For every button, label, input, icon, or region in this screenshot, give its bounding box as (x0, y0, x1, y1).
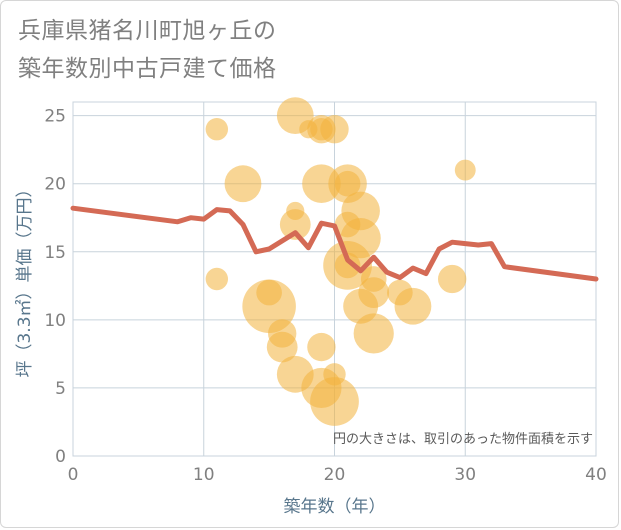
bubble-4 (256, 279, 282, 306)
bubble-15 (307, 332, 336, 362)
y-axis-label: 坪（3.3㎡）単価（万円） (15, 180, 35, 377)
bubble-34 (454, 159, 476, 181)
bubble-19 (310, 377, 359, 426)
x-tick-30: 30 (454, 465, 476, 485)
bubble-21 (334, 170, 361, 197)
bubble-6 (266, 331, 298, 363)
bubble-2 (224, 165, 262, 203)
x-tick-20: 20 (324, 465, 346, 485)
bubble-26 (340, 218, 381, 259)
chart-title-line-2: 築年数別中古戸建て価格 (18, 56, 277, 82)
trend-line (70, 205, 599, 282)
chart-title-line-1: 兵庫県猪名川町旭ヶ丘の (18, 18, 277, 44)
y-tick-10: 10 (44, 311, 66, 331)
bubble-9 (279, 209, 311, 240)
bubble-24 (334, 252, 361, 279)
y-tick-25: 25 (44, 107, 66, 127)
y-tick-20: 20 (44, 175, 66, 195)
bubble-0 (205, 118, 229, 141)
bubble-series (205, 97, 476, 426)
bubble-17 (320, 115, 349, 144)
chart-title: 兵庫県猪名川町旭ヶ丘の 築年数別中古戸建て価格 (18, 12, 277, 88)
x-tick-40: 40 (585, 465, 607, 485)
chart-annotation: 円の大きさは、取引のあった物件面積を示す (333, 432, 593, 447)
x-tick-0: 0 (68, 465, 79, 485)
y-tick-labels: 0 5 10 15 20 25 (44, 107, 66, 467)
bubble-1 (205, 267, 229, 291)
y-tick-15: 15 (44, 243, 66, 263)
bubble-33 (437, 264, 467, 294)
bubble-29 (358, 277, 390, 308)
x-tick-10: 10 (193, 465, 215, 485)
y-tick-0: 0 (55, 447, 66, 467)
bubble-30 (353, 313, 394, 354)
x-axis-label: 築年数（年） (284, 497, 386, 517)
bubble-32 (394, 287, 432, 325)
x-tick-labels: 0 10 20 30 40 (68, 465, 607, 485)
y-tick-5: 5 (55, 379, 66, 399)
